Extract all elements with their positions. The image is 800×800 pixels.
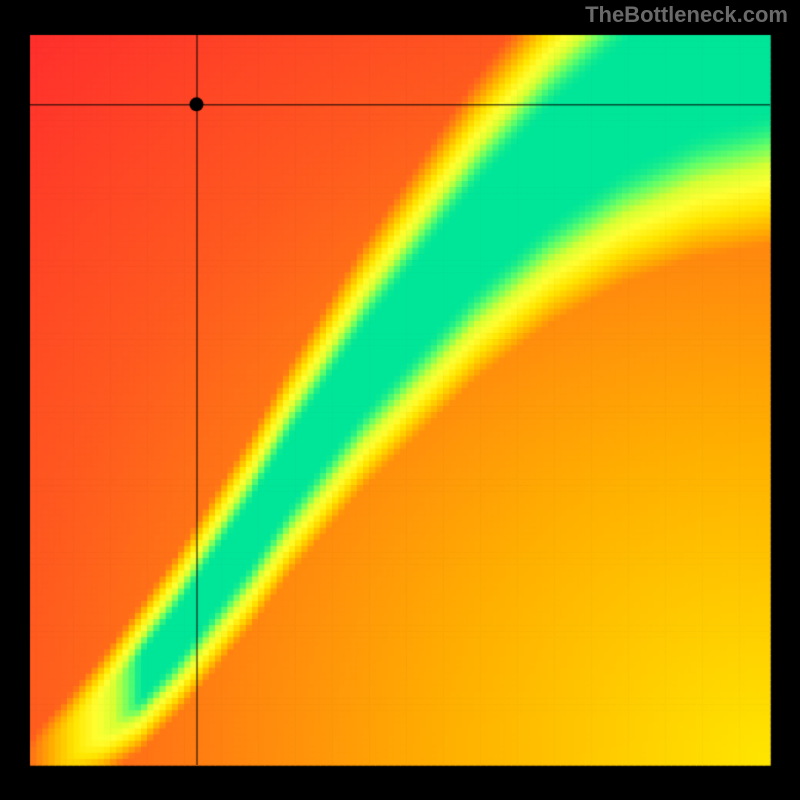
watermark-text: TheBottleneck.com bbox=[585, 2, 788, 28]
chart-container: TheBottleneck.com bbox=[0, 0, 800, 800]
heatmap-canvas bbox=[0, 0, 800, 800]
